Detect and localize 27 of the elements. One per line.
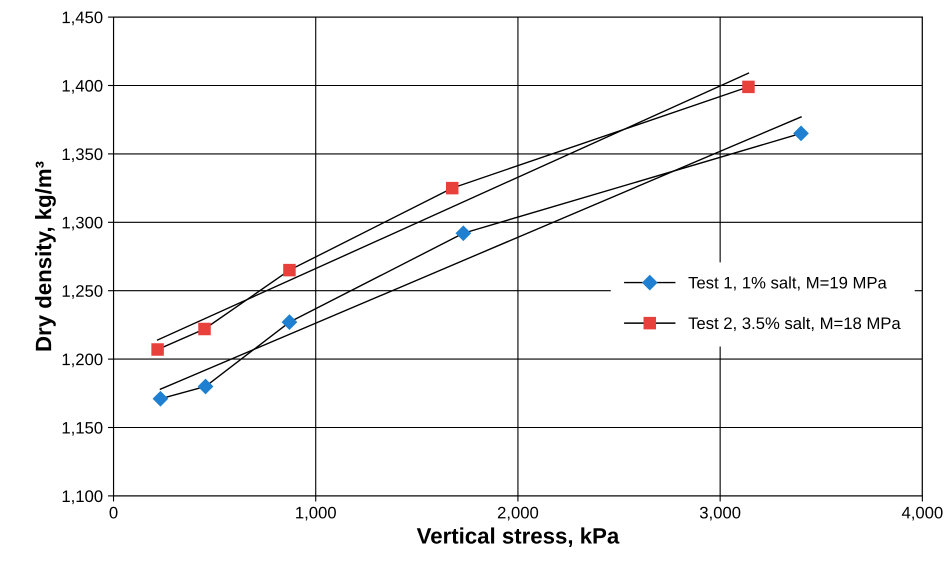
legend-label: Test 1, 1% salt, M=19 MPa bbox=[688, 276, 887, 291]
x-axis-title: Vertical stress, kPa bbox=[416, 527, 620, 547]
y-tick-label: 1,200 bbox=[62, 354, 102, 368]
legend-label: Test 2, 3.5% salt, M=18 MPa bbox=[688, 316, 901, 332]
y-tick-label: 1,350 bbox=[62, 148, 102, 162]
y-tick-label: 1,250 bbox=[62, 285, 102, 299]
point bbox=[456, 226, 471, 241]
point bbox=[446, 182, 458, 194]
y-tick-label: 1,100 bbox=[62, 490, 102, 504]
x-tick-label: 0 bbox=[110, 506, 118, 519]
x-tick-label: 4,000 bbox=[902, 506, 943, 521]
x-tick-label: 2,000 bbox=[498, 506, 538, 521]
y-tick-label: 1,450 bbox=[62, 12, 102, 26]
point bbox=[152, 391, 168, 406]
point bbox=[282, 314, 298, 330]
point bbox=[793, 126, 809, 141]
point bbox=[198, 322, 211, 336]
y-tick-label: 1,400 bbox=[62, 80, 102, 94]
point bbox=[742, 80, 755, 94]
y-axis-title: Dry density, kg/m³ bbox=[35, 161, 56, 351]
point bbox=[151, 343, 164, 356]
x-tick-label: 1,000 bbox=[296, 506, 336, 521]
x-tick-label: 3,000 bbox=[700, 506, 740, 521]
point bbox=[198, 378, 214, 394]
y-tick-label: 1,300 bbox=[62, 216, 102, 230]
point bbox=[283, 264, 296, 276]
y-tick-label: 1,150 bbox=[62, 422, 102, 436]
